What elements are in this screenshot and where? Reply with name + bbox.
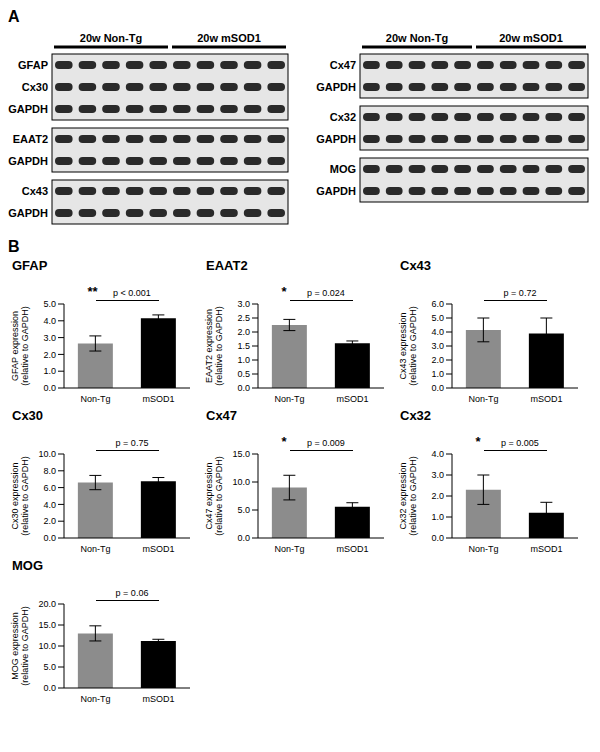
svg-text:GFAP expression(relative to GA: GFAP expression(relative to GAPDH) xyxy=(10,306,30,386)
svg-text:3.0: 3.0 xyxy=(431,341,444,351)
html-text:p = 0.005: p = 0.005 xyxy=(501,438,539,448)
svg-text:4.0: 4.0 xyxy=(43,500,56,510)
svg-text:Cx32 expression(relative to GA: Cx32 expression(relative to GAPDH) xyxy=(398,456,418,536)
html-text:p = 0.75: p = 0.75 xyxy=(115,438,149,448)
svg-text:Non-Tg: Non-Tg xyxy=(274,394,304,404)
html-text:Cx32: Cx32 xyxy=(400,408,432,423)
svg-text:GAPDH: GAPDH xyxy=(316,133,356,145)
svg-text:3.0: 3.0 xyxy=(237,299,250,309)
svg-text:5.0: 5.0 xyxy=(43,662,56,672)
svg-text:Cx43: Cx43 xyxy=(22,185,48,197)
html-text:Cx30: Cx30 xyxy=(12,408,44,423)
svg-text:8.0: 8.0 xyxy=(43,466,56,476)
svg-text:10.0: 10.0 xyxy=(232,477,250,487)
svg-text:GFAP: GFAP xyxy=(18,59,48,71)
svg-text:3.0: 3.0 xyxy=(431,470,444,480)
svg-text:MOG: MOG xyxy=(330,163,356,175)
html-text:Cx43: Cx43 xyxy=(400,258,432,273)
svg-text:GAPDH: GAPDH xyxy=(316,81,356,93)
svg-text:20.0: 20.0 xyxy=(38,599,56,609)
html-text:A: A xyxy=(8,8,20,25)
svg-text:15.0: 15.0 xyxy=(38,620,56,630)
svg-text:Cx30 expression(relative to GA: Cx30 expression(relative to GAPDH) xyxy=(10,456,30,536)
svg-text:mSOD1: mSOD1 xyxy=(530,544,562,554)
svg-text:EAAT2 expression(relative to G: EAAT2 expression(relative to GAPDH) xyxy=(204,306,224,386)
svg-text:0.0: 0.0 xyxy=(431,533,444,543)
svg-text:Non-Tg: Non-Tg xyxy=(80,694,110,704)
svg-text:20w Non-Tg: 20w Non-Tg xyxy=(386,32,448,44)
svg-text:GAPDH: GAPDH xyxy=(8,207,48,219)
svg-text:GAPDH: GAPDH xyxy=(316,185,356,197)
html-text:p = 0.06: p = 0.06 xyxy=(115,588,149,598)
svg-text:Non-Tg: Non-Tg xyxy=(468,394,498,404)
svg-text:15.0: 15.0 xyxy=(232,449,250,459)
svg-text:4.0: 4.0 xyxy=(43,316,56,326)
html-text:p < 0.001: p < 0.001 xyxy=(113,288,151,298)
html-text:MOG: MOG xyxy=(12,558,44,573)
svg-text:Cx43 expression(relative to GA: Cx43 expression(relative to GAPDH) xyxy=(398,306,418,386)
svg-text:Cx47 expression(relative to GA: Cx47 expression(relative to GAPDH) xyxy=(204,456,224,536)
svg-text:GAPDH: GAPDH xyxy=(8,155,48,167)
html-text:Cx47: Cx47 xyxy=(206,408,238,423)
svg-text:2.0: 2.0 xyxy=(237,327,250,337)
svg-text:4.0: 4.0 xyxy=(431,327,444,337)
svg-text:mSOD1: mSOD1 xyxy=(142,694,174,704)
html-text:EAAT2: EAAT2 xyxy=(206,258,248,273)
svg-text:EAAT2: EAAT2 xyxy=(13,133,48,145)
svg-text:20w Non-Tg: 20w Non-Tg xyxy=(80,32,142,44)
svg-text:Cx32: Cx32 xyxy=(330,111,356,123)
html-text:p = 0.009: p = 0.009 xyxy=(307,438,345,448)
svg-text:0.0: 0.0 xyxy=(237,383,250,393)
svg-text:0.0: 0.0 xyxy=(431,383,444,393)
svg-text:3.0: 3.0 xyxy=(43,333,56,343)
svg-text:5.0: 5.0 xyxy=(237,505,250,515)
svg-text:Non-Tg: Non-Tg xyxy=(274,544,304,554)
svg-text:1.5: 1.5 xyxy=(237,341,250,351)
svg-text:mSOD1: mSOD1 xyxy=(336,544,368,554)
svg-text:10.0: 10.0 xyxy=(38,641,56,651)
svg-text:1.0: 1.0 xyxy=(43,366,56,376)
html-text:p = 0.024: p = 0.024 xyxy=(307,288,345,298)
svg-text:0.5: 0.5 xyxy=(237,369,250,379)
svg-text:2.0: 2.0 xyxy=(43,516,56,526)
svg-text:0.0: 0.0 xyxy=(43,533,56,543)
svg-text:mSOD1: mSOD1 xyxy=(142,544,174,554)
svg-text:4.0: 4.0 xyxy=(431,449,444,459)
svg-text:6.0: 6.0 xyxy=(431,299,444,309)
html-text:GFAP: GFAP xyxy=(12,258,48,273)
svg-text:0.0: 0.0 xyxy=(237,533,250,543)
svg-text:1.0: 1.0 xyxy=(431,512,444,522)
svg-text:mSOD1: mSOD1 xyxy=(530,394,562,404)
svg-text:Cx30: Cx30 xyxy=(22,81,48,93)
svg-text:1.0: 1.0 xyxy=(237,355,250,365)
svg-text:2.0: 2.0 xyxy=(431,491,444,501)
svg-text:0.0: 0.0 xyxy=(43,683,56,693)
svg-text:2.5: 2.5 xyxy=(237,313,250,323)
svg-text:5.0: 5.0 xyxy=(431,313,444,323)
svg-text:20w mSOD1: 20w mSOD1 xyxy=(499,32,563,44)
svg-text:GAPDH: GAPDH xyxy=(8,103,48,115)
svg-text:Non-Tg: Non-Tg xyxy=(80,544,110,554)
svg-text:0.0: 0.0 xyxy=(43,383,56,393)
svg-text:mSOD1: mSOD1 xyxy=(336,394,368,404)
svg-text:1.0: 1.0 xyxy=(431,369,444,379)
svg-text:Non-Tg: Non-Tg xyxy=(468,544,498,554)
svg-text:mSOD1: mSOD1 xyxy=(142,394,174,404)
svg-text:Cx47: Cx47 xyxy=(330,59,356,71)
html-text:B: B xyxy=(8,238,20,255)
svg-text:20w mSOD1: 20w mSOD1 xyxy=(197,32,261,44)
svg-text:MOG expression(relative to GAP: MOG expression(relative to GAPDH) xyxy=(10,606,30,686)
svg-text:2.0: 2.0 xyxy=(431,355,444,365)
svg-text:5.0: 5.0 xyxy=(43,299,56,309)
svg-text:10.0: 10.0 xyxy=(38,449,56,459)
svg-text:2.0: 2.0 xyxy=(43,350,56,360)
html-text:p = 0.72: p = 0.72 xyxy=(503,288,537,298)
svg-text:6.0: 6.0 xyxy=(43,483,56,493)
svg-text:Non-Tg: Non-Tg xyxy=(80,394,110,404)
